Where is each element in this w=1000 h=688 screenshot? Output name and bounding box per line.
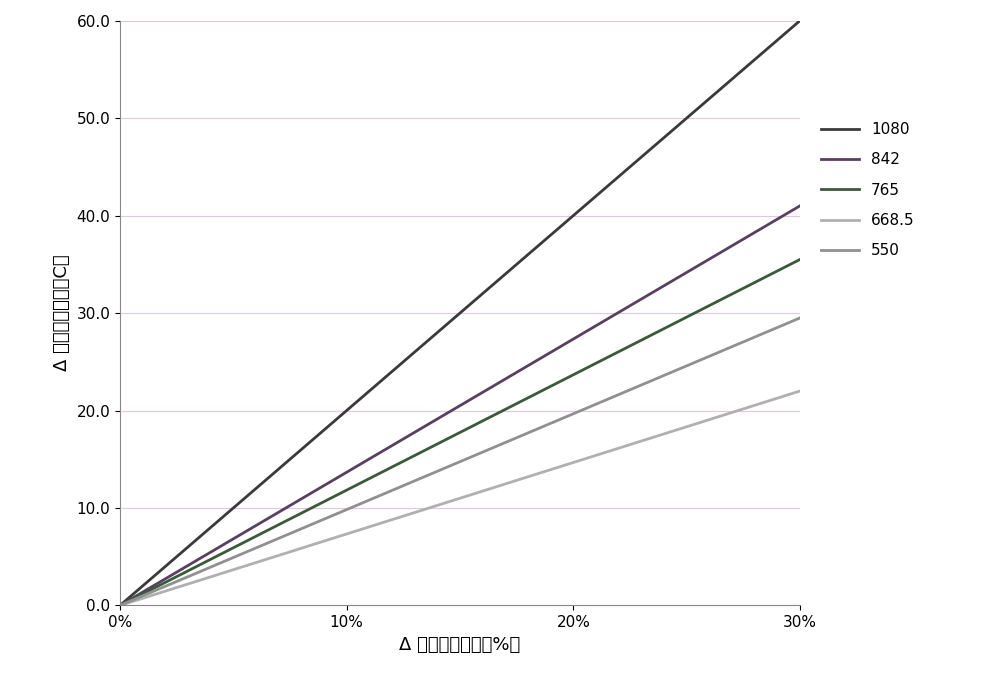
Legend: 1080, 842, 765, 668.5, 550: 1080, 842, 765, 668.5, 550 (814, 116, 921, 264)
Y-axis label: Δ 温度测量误差（C）: Δ 温度测量误差（C） (53, 255, 71, 372)
X-axis label: Δ 探测强度衰减（%）: Δ 探测强度衰减（%） (399, 636, 521, 654)
